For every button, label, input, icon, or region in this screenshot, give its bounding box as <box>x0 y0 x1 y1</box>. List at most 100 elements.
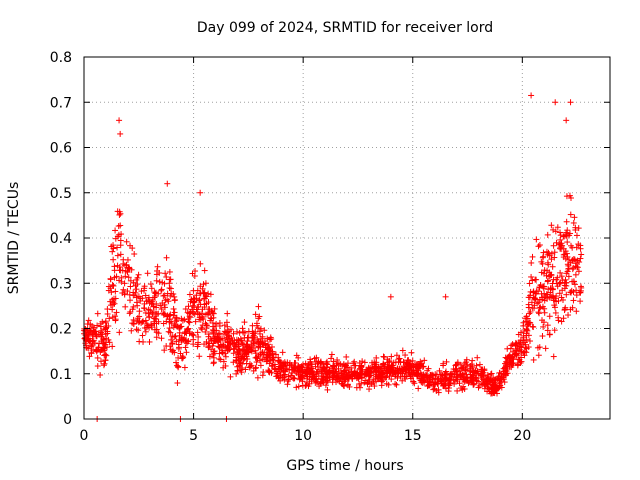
data-point <box>85 332 92 339</box>
data-point <box>514 361 521 368</box>
data-point <box>420 363 427 370</box>
data-point <box>473 362 480 369</box>
data-point <box>525 344 532 351</box>
data-point <box>134 302 141 309</box>
data-point <box>535 243 542 250</box>
data-point <box>280 367 287 374</box>
data-point <box>196 297 203 304</box>
data-point <box>173 318 180 325</box>
data-point <box>567 211 574 218</box>
data-point <box>86 353 93 360</box>
data-point <box>161 310 168 317</box>
data-point <box>538 269 545 276</box>
data-point <box>233 328 240 335</box>
data-point <box>456 368 463 375</box>
data-point <box>299 382 306 389</box>
data-point <box>550 226 557 233</box>
data-point <box>230 345 237 352</box>
data-point <box>250 367 257 374</box>
data-point <box>130 316 137 323</box>
y-tick-label: 0.4 <box>50 231 72 247</box>
data-point <box>178 335 185 342</box>
data-point <box>528 299 535 306</box>
data-point <box>142 317 149 324</box>
data-point <box>145 310 152 317</box>
data-point <box>562 231 569 238</box>
data-point <box>167 285 174 292</box>
data-point <box>289 374 296 381</box>
data-point <box>410 378 417 385</box>
data-point <box>94 363 101 370</box>
data-point <box>575 268 582 275</box>
data-point <box>154 263 161 270</box>
data-point <box>496 380 503 387</box>
data-point <box>185 325 192 332</box>
data-point <box>520 349 527 356</box>
data-point <box>443 358 450 365</box>
data-point <box>141 300 148 307</box>
data-point <box>117 251 124 258</box>
data-point <box>341 371 348 378</box>
data-point <box>474 354 481 361</box>
data-point <box>373 373 380 380</box>
data-point <box>199 326 206 333</box>
data-point <box>158 286 165 293</box>
data-point <box>144 270 151 277</box>
data-point <box>546 313 553 320</box>
data-point <box>475 370 482 377</box>
data-point <box>389 362 396 369</box>
data-point <box>293 352 300 359</box>
data-point <box>268 336 275 343</box>
data-point <box>269 348 276 355</box>
data-point <box>402 352 409 359</box>
data-point <box>189 298 196 305</box>
data-point <box>153 320 160 327</box>
data-point <box>211 348 218 355</box>
data-point <box>98 333 105 340</box>
data-point <box>164 180 171 187</box>
data-point <box>392 380 399 387</box>
data-point <box>222 350 229 357</box>
data-point <box>169 340 176 347</box>
data-point <box>84 344 91 351</box>
data-point <box>328 355 335 362</box>
data-point <box>186 319 193 326</box>
data-point <box>419 375 426 382</box>
data-point <box>186 291 193 298</box>
data-point <box>319 376 326 383</box>
data-point <box>304 364 311 371</box>
data-point <box>145 294 152 301</box>
data-point <box>211 305 218 312</box>
data-point <box>463 374 470 381</box>
data-point <box>216 343 223 350</box>
data-point <box>285 373 292 380</box>
data-point <box>572 227 579 234</box>
data-point <box>255 303 262 310</box>
data-point <box>266 336 273 343</box>
data-point <box>147 281 154 288</box>
data-point <box>126 291 133 298</box>
data-point <box>89 330 96 337</box>
data-point <box>544 327 551 334</box>
data-point <box>127 283 134 290</box>
data-point <box>424 367 431 374</box>
data-point <box>566 230 573 237</box>
data-point <box>279 374 286 381</box>
data-point <box>241 334 248 341</box>
data-point <box>246 344 253 351</box>
data-point <box>222 329 229 336</box>
data-point <box>221 322 228 329</box>
y-tick-label: 0.5 <box>50 186 72 202</box>
data-point <box>152 289 159 296</box>
data-point <box>183 330 190 337</box>
data-point <box>563 279 570 286</box>
data-point <box>153 304 160 311</box>
data-point <box>567 289 574 296</box>
data-point <box>555 317 562 324</box>
data-point <box>560 315 567 322</box>
data-point <box>563 291 570 298</box>
data-point <box>541 283 548 290</box>
data-point <box>344 364 351 371</box>
data-point <box>523 326 530 333</box>
data-point <box>535 309 542 316</box>
